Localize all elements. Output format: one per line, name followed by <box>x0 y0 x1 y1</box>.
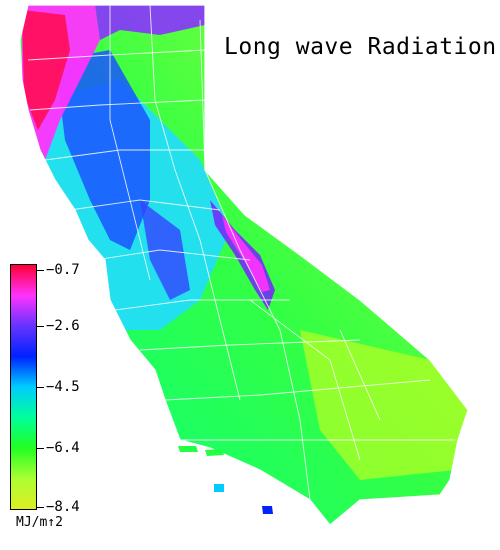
legend-tick-label: −2.6 <box>46 318 80 334</box>
legend-tick-mark <box>37 326 44 327</box>
legend-tick-mark <box>37 270 44 271</box>
legend-tick-mark <box>37 507 44 508</box>
units-label: MJ/m↑2 <box>16 515 63 530</box>
legend-tick-label: −4.5 <box>46 379 80 395</box>
legend-tick-mark <box>37 448 44 449</box>
map-title: Long wave Radiation <box>224 34 497 60</box>
legend-tick-label: −0.7 <box>46 262 80 278</box>
state-outline <box>19 4 469 526</box>
county-boundaries <box>27 5 455 501</box>
colorbar-legend <box>10 264 37 510</box>
legend-tick-label: −8.4 <box>46 499 80 515</box>
legend-tick-mark <box>37 387 44 388</box>
legend-tick-label: −6.4 <box>46 440 80 456</box>
channel-islands <box>178 446 273 514</box>
